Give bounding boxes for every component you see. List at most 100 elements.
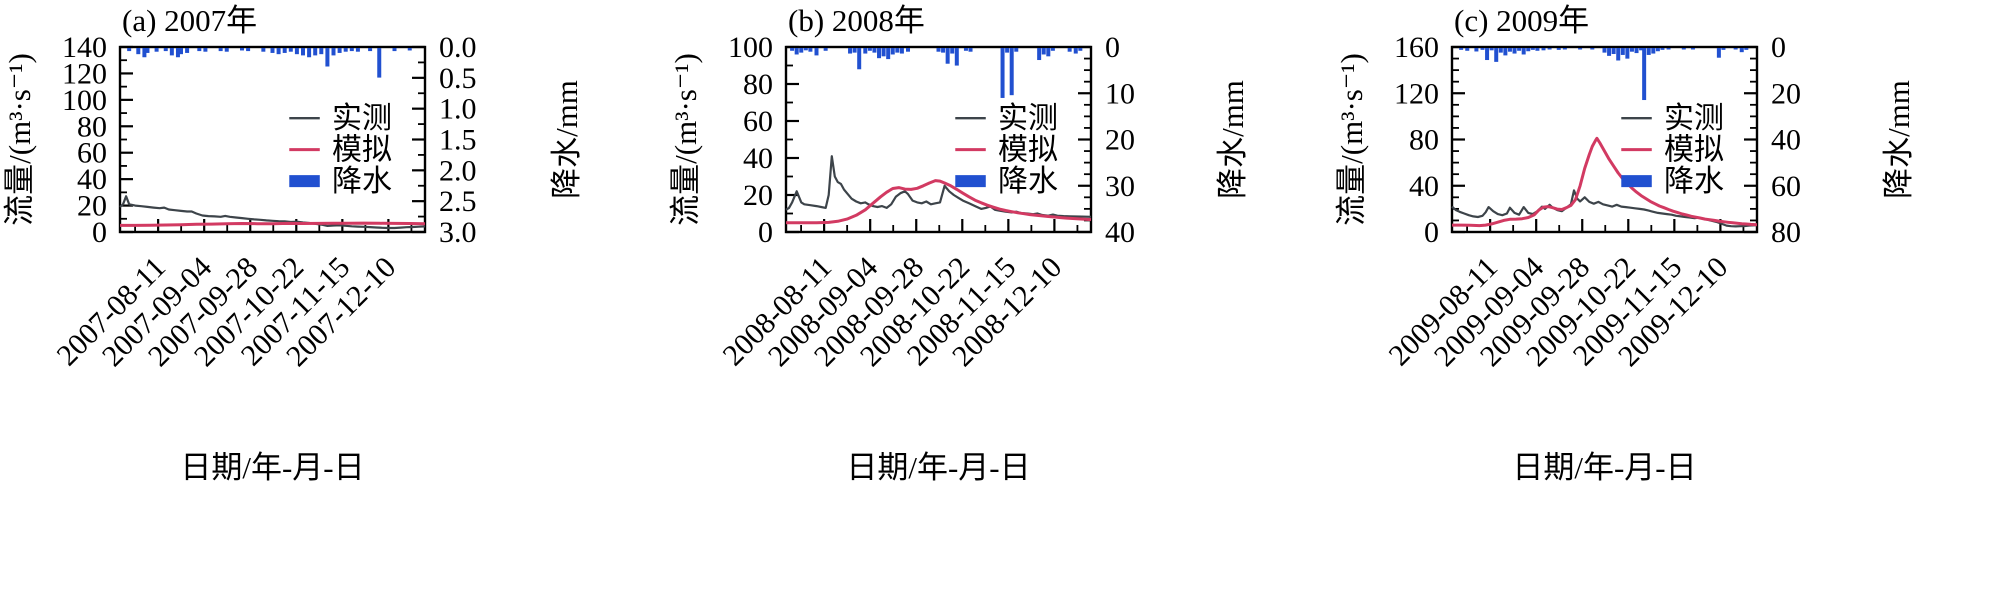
panel-title: (b) 2008年 <box>788 3 925 38</box>
precip-bar <box>1681 48 1686 50</box>
precip-bar <box>1547 48 1552 50</box>
x-axis-title: 日期/年-月-日 <box>180 450 364 485</box>
precip-tick-label: 40 <box>1771 124 1801 157</box>
precip-bar <box>1517 48 1522 51</box>
precip-bar <box>276 48 281 55</box>
precip-bar <box>863 48 868 54</box>
legend-observed-label: 实测 <box>998 102 1058 135</box>
precip-bar <box>1716 48 1721 58</box>
legend-simulated-label: 模拟 <box>1664 134 1724 167</box>
precip-bar <box>1521 48 1526 55</box>
precip-bar <box>1480 48 1485 50</box>
x-axis-title: 日期/年-月-日 <box>846 450 1030 485</box>
precip-bar <box>282 48 287 53</box>
precip-bar <box>1541 48 1546 51</box>
flow-tick-label: 0 <box>92 216 107 249</box>
precip-bar <box>1602 48 1607 53</box>
panel-2008: (b) 2008年 0 20 40 60 80 100 0 10 20 30 40 2008-08-11… <box>666 0 1332 608</box>
precip-bar <box>1498 48 1503 53</box>
precip-tick-label: 30 <box>1105 170 1135 203</box>
legend-simulated-label: 模拟 <box>332 134 392 167</box>
precip-bar <box>218 48 223 52</box>
precip-bar <box>803 48 808 51</box>
precip-bar <box>936 48 941 52</box>
observed-line <box>119 195 426 230</box>
precip-bar <box>954 48 959 66</box>
precip-bar <box>1009 48 1014 96</box>
precip-bar <box>890 48 895 55</box>
precip-bar <box>1625 48 1630 59</box>
panel-2009: (c) 2009年 0 40 80 120 160 0 20 40 60 80 2009-08-11 2… <box>1332 0 1998 608</box>
precip-bar <box>1639 48 1644 51</box>
precip-bar <box>1494 48 1499 62</box>
precip-bar <box>294 48 299 55</box>
precip-bar <box>319 48 324 55</box>
precip-bar <box>895 48 900 53</box>
precip-bar <box>852 48 857 53</box>
precip-bar <box>127 48 132 52</box>
precip-tick-label: 1.0 <box>439 93 477 126</box>
precip-bar <box>1526 48 1531 52</box>
precip-bar <box>1690 48 1695 50</box>
legend-precip-swatch <box>1621 175 1652 188</box>
precip-bar <box>968 48 973 52</box>
flow-tick-label: 120 <box>62 57 107 90</box>
precip-bar <box>1050 48 1055 51</box>
precip-bar <box>288 48 293 52</box>
flow-tick-label: 60 <box>743 105 773 138</box>
precip-bar <box>963 48 968 51</box>
flow-tick-label: 80 <box>77 110 107 143</box>
legend-precip-swatch <box>955 175 986 188</box>
precip-bar <box>1474 48 1479 52</box>
precip-bar <box>246 48 251 52</box>
precip-bar <box>1578 48 1583 50</box>
precip-bar <box>197 48 202 52</box>
flow-tick-label: 0 <box>758 216 773 249</box>
flow-tick-label: 0 <box>1424 216 1439 249</box>
precip-bar <box>1744 48 1749 50</box>
precip-bar <box>945 48 950 64</box>
flow-tick-label: 100 <box>728 31 773 64</box>
precip-bar <box>175 48 180 58</box>
precip-bar <box>881 48 886 57</box>
precip-bar <box>1041 48 1046 55</box>
precip-bar <box>1037 48 1042 61</box>
precip-bar <box>950 48 955 54</box>
precip-bar <box>331 48 336 56</box>
precip-bar <box>1067 48 1072 52</box>
precip-bar <box>872 48 877 53</box>
precip-tick-label: 0 <box>1105 31 1120 64</box>
precip-bar <box>261 48 266 52</box>
panel-title: (c) 2009年 <box>1454 3 1589 38</box>
precip-bar <box>1646 48 1651 55</box>
precip-bar <box>1733 48 1738 50</box>
precip-bar <box>203 48 208 52</box>
precip-bar <box>343 48 348 52</box>
simulated-line <box>120 221 426 227</box>
precip-bar <box>179 48 183 55</box>
precip-bar <box>392 48 397 52</box>
precip-bar <box>1046 48 1051 57</box>
flow-tick-label: 20 <box>77 190 107 223</box>
legend-precip-label: 降水 <box>332 165 392 198</box>
precip-bar <box>224 48 229 52</box>
precip-bar <box>1611 48 1616 55</box>
precip-tick-label: 2.5 <box>439 185 477 218</box>
precip-bar <box>1000 48 1005 98</box>
precip-bar <box>145 48 150 53</box>
legend-precip-label: 降水 <box>1664 165 1724 198</box>
flow-axis-title: 流量/(m³·s⁻¹) <box>1334 53 1369 226</box>
flow-tick-label: 160 <box>1394 31 1439 64</box>
precip-axis-title: 降水/mm <box>1215 80 1250 199</box>
precip-bar <box>368 48 373 52</box>
precip-bar <box>906 48 910 52</box>
x-axis-title: 日期/年-月-日 <box>1512 450 1696 485</box>
precip-bar <box>1535 48 1540 51</box>
precip-bar <box>1556 48 1561 50</box>
flow-tick-label: 120 <box>1394 77 1439 110</box>
flow-axis-title: 流量/(m³·s⁻¹) <box>2 53 37 226</box>
flow-axis-title: 流量/(m³·s⁻¹) <box>668 53 703 226</box>
precip-bar <box>877 48 882 59</box>
